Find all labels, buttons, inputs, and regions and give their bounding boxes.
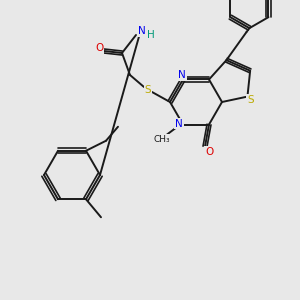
Text: S: S (145, 85, 151, 95)
Text: N: N (138, 26, 146, 36)
Text: S: S (247, 94, 254, 105)
Text: H: H (147, 30, 155, 40)
Text: N: N (178, 70, 186, 80)
Text: O: O (205, 146, 213, 157)
Text: N: N (175, 118, 183, 128)
Text: CH₃: CH₃ (154, 135, 170, 144)
Text: O: O (95, 43, 103, 53)
